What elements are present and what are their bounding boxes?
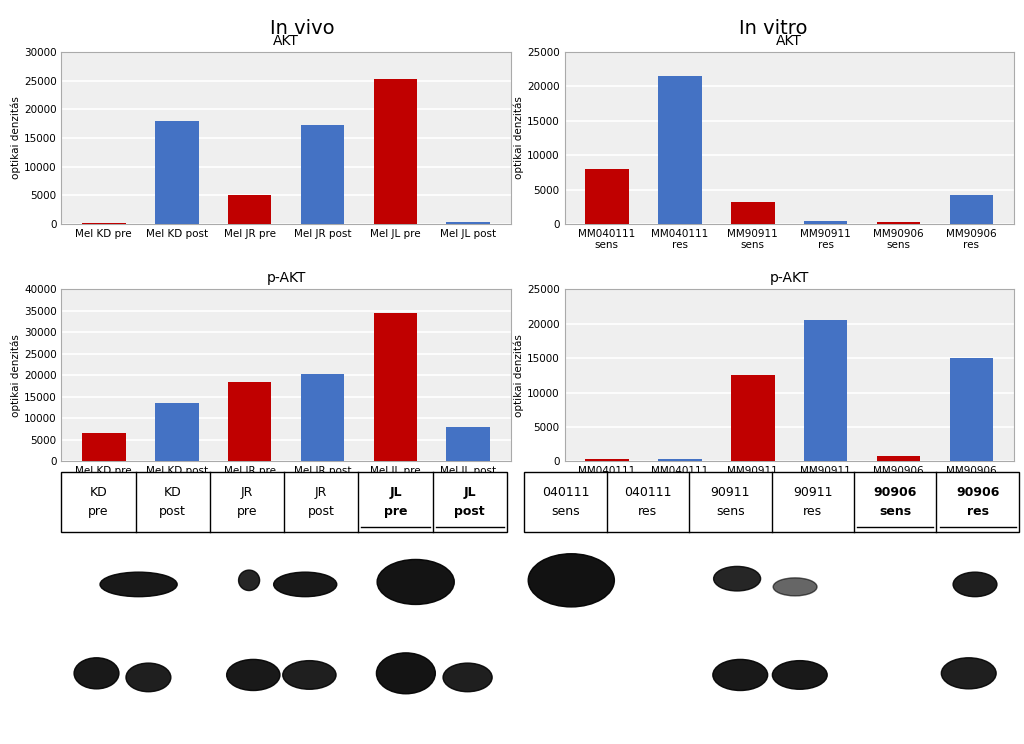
Text: 90911: 90911 [711, 486, 751, 499]
Text: pre: pre [237, 505, 257, 519]
Bar [804, 321, 848, 461]
Bar [82, 223, 126, 224]
Bar [657, 76, 701, 224]
Bar [877, 456, 921, 461]
Ellipse shape [283, 661, 336, 689]
Ellipse shape [100, 572, 177, 597]
Ellipse shape [273, 572, 337, 597]
Text: 040111: 040111 [625, 486, 672, 499]
Ellipse shape [443, 663, 493, 692]
Bar [446, 427, 490, 461]
Y-axis label: optikai denzitás: optikai denzitás [514, 97, 524, 179]
Title: AKT: AKT [273, 34, 299, 48]
Text: 040111: 040111 [542, 486, 589, 499]
Ellipse shape [941, 658, 996, 689]
Bar [155, 403, 199, 461]
Bar [82, 433, 126, 461]
Text: post: post [160, 505, 186, 519]
Text: pre: pre [384, 505, 408, 519]
Text: 90906: 90906 [873, 486, 916, 499]
Text: In vitro: In vitro [739, 19, 807, 38]
Bar [374, 79, 418, 224]
Ellipse shape [226, 659, 280, 690]
Ellipse shape [377, 653, 435, 693]
Bar [877, 222, 921, 224]
Text: sens: sens [880, 505, 911, 519]
Bar [804, 221, 848, 224]
Bar [446, 222, 490, 224]
Y-axis label: optikai denzitás: optikai denzitás [514, 334, 524, 417]
Text: res: res [803, 505, 822, 519]
Bar [731, 375, 774, 461]
Ellipse shape [953, 572, 997, 597]
Y-axis label: optikai denzitás: optikai denzitás [10, 334, 22, 417]
Bar [949, 358, 993, 461]
Ellipse shape [713, 659, 768, 690]
Text: post: post [455, 505, 485, 519]
Bar [301, 126, 344, 224]
Text: 90911: 90911 [793, 486, 833, 499]
Ellipse shape [239, 570, 260, 591]
Ellipse shape [528, 554, 614, 607]
Text: JR: JR [241, 486, 253, 499]
Text: sens: sens [716, 505, 744, 519]
Text: JL: JL [464, 486, 476, 499]
Ellipse shape [772, 661, 827, 689]
Text: JR: JR [315, 486, 328, 499]
Text: In vivo: In vivo [269, 19, 335, 38]
Title: p-AKT: p-AKT [769, 272, 809, 286]
Title: AKT: AKT [776, 34, 802, 48]
Ellipse shape [714, 566, 761, 591]
Bar [374, 313, 418, 461]
Title: p-AKT: p-AKT [266, 272, 306, 286]
Bar [731, 202, 774, 224]
Ellipse shape [126, 663, 171, 692]
Bar [155, 121, 199, 224]
Ellipse shape [773, 578, 817, 596]
Bar [657, 458, 701, 461]
Bar [301, 374, 344, 461]
Text: JL: JL [389, 486, 401, 499]
Text: KD: KD [164, 486, 181, 499]
Ellipse shape [377, 559, 455, 604]
Bar [227, 382, 271, 461]
Bar [227, 196, 271, 224]
Text: pre: pre [88, 505, 109, 519]
Bar [585, 459, 629, 461]
Text: sens: sens [551, 505, 580, 519]
Bar [585, 169, 629, 224]
Text: post: post [308, 505, 335, 519]
Ellipse shape [74, 658, 119, 689]
Bar [949, 195, 993, 224]
Text: res: res [967, 505, 988, 519]
Text: res: res [638, 505, 657, 519]
Text: 90906: 90906 [956, 486, 999, 499]
Y-axis label: optikai denzitás: optikai denzitás [10, 97, 22, 179]
Text: KD: KD [90, 486, 108, 499]
